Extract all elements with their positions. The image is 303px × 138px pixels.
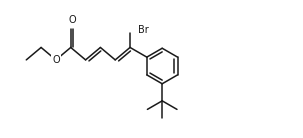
Text: O: O	[68, 15, 76, 25]
Text: Br: Br	[138, 25, 149, 35]
Text: O: O	[52, 55, 60, 65]
